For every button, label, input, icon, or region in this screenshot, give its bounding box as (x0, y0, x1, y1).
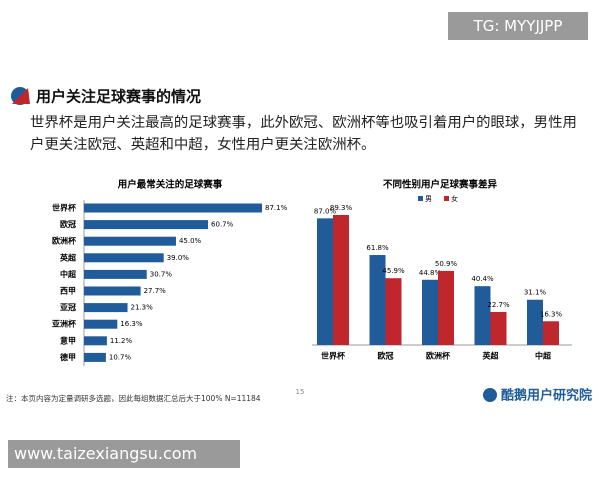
legend-swatch (418, 196, 423, 201)
value-label: 22.7% (487, 301, 510, 309)
value-label: 16.3% (120, 320, 143, 328)
value-label: 27.7% (144, 287, 167, 295)
value-label: 50.9% (435, 260, 458, 268)
x-tick-label: 世界杯 (321, 351, 346, 361)
y-tick-label: 亚冠 (60, 303, 76, 312)
note: 注：本页内容为定量调研多选题，因此每组数据汇总后大于100% N=11184 (6, 393, 261, 403)
bar (527, 299, 543, 345)
bar (543, 321, 559, 345)
bar (317, 218, 333, 345)
x-tick-label: 欧冠 (378, 351, 394, 361)
bar (333, 215, 349, 345)
legend-label: 女 (451, 194, 458, 203)
value-label: 45.0% (179, 237, 202, 245)
value-label: 10.7% (109, 353, 132, 361)
y-tick-label: 亚洲杯 (52, 319, 77, 329)
y-tick-label: 欧冠 (60, 219, 76, 229)
logo-text: 酷鹅用户研究院 (501, 388, 592, 404)
value-label: 61.8% (366, 244, 389, 252)
value-label: 16.3% (540, 310, 563, 318)
bar (84, 269, 147, 279)
bar (84, 336, 107, 346)
bar (84, 303, 128, 313)
value-label: 31.1% (524, 289, 547, 297)
bar (84, 319, 118, 329)
value-label: 60.7% (211, 221, 234, 229)
bar (84, 253, 164, 263)
bar (84, 220, 209, 230)
chart-title: 用户最常关注的足球赛事 (117, 179, 223, 191)
body-text: 世界杯是用户关注最高的足球赛事，此外欧冠、欧洲杯等也吸引着用户的眼球，男性用户更… (30, 115, 577, 153)
value-label: 21.3% (131, 304, 154, 312)
logo (483, 388, 497, 402)
y-tick-label: 世界杯 (52, 203, 77, 213)
bar (474, 286, 491, 345)
value-label: 39.0% (167, 254, 190, 262)
bar (84, 203, 262, 213)
bar (84, 352, 106, 362)
legend-label: 男 (425, 195, 432, 203)
x-tick-label: 英超 (482, 351, 500, 361)
slide: 用户关注足球赛事的情况 注：本页内容为定量调研多选题，因此每组数据汇总后大于10… (6, 87, 592, 404)
bar (84, 236, 176, 246)
value-label: 11.2% (110, 337, 133, 345)
y-tick-label: 西甲 (60, 287, 76, 296)
icon (11, 87, 30, 105)
y-tick-label: 中超 (60, 269, 77, 279)
heading: 用户关注足球赛事的情况 (36, 88, 201, 106)
legend-swatch (444, 196, 449, 201)
bar (490, 311, 507, 345)
bar (84, 286, 141, 296)
bar (422, 279, 438, 345)
x-tick-label: 中超 (535, 351, 552, 361)
page-number: 15 (296, 388, 305, 396)
value-label: 40.4% (471, 275, 494, 283)
y-tick-label: 英超 (59, 252, 77, 262)
bar (385, 278, 402, 345)
watermark: TG: MYYJJPP (448, 12, 588, 40)
value-label: 87.1% (265, 204, 288, 212)
watermark: www.taizexiangsu.com (8, 440, 240, 468)
x-tick-label: 欧洲杯 (426, 351, 451, 361)
value-label: 30.7% (150, 270, 173, 278)
bar (369, 255, 386, 345)
value-label: 89.3% (330, 204, 353, 212)
y-tick-label: 德甲 (60, 352, 76, 362)
value-label: 44.8% (419, 269, 442, 277)
y-tick-label: 欧洲杯 (52, 236, 77, 246)
value-label: 87.0% (314, 207, 337, 215)
chart-title: 不同性别用户足球赛事差异 (383, 179, 498, 191)
bar (438, 270, 454, 345)
y-tick-label: 意甲 (60, 335, 76, 345)
value-label: 45.9% (382, 267, 405, 275)
